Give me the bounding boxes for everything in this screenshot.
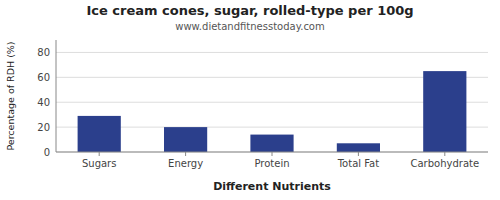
x-tick-label: Total Fat xyxy=(337,158,379,169)
bar xyxy=(423,71,466,152)
x-axis-label: Different Nutrients xyxy=(213,180,331,193)
x-tick xyxy=(272,152,273,156)
y-axis-label: Percentage of RDH (%) xyxy=(5,41,16,150)
x-tick xyxy=(444,152,445,156)
x-tick-label: Carbohydrate xyxy=(410,158,479,169)
x-tick-label: Protein xyxy=(254,158,289,169)
bars xyxy=(78,71,467,152)
subtitle: www.dietandfitnesstoday.com xyxy=(175,21,324,32)
title: Ice cream cones, sugar, rolled-type per … xyxy=(86,3,413,18)
bar xyxy=(250,135,293,152)
y-tick-label: 0 xyxy=(44,147,50,158)
x-tick-label: Sugars xyxy=(82,158,116,169)
bar xyxy=(337,143,380,152)
bar xyxy=(78,116,121,152)
y-axis-line xyxy=(56,40,57,152)
x-tick-label: Energy xyxy=(168,158,203,169)
page: {"chart_data": {"type": "bar", "title": … xyxy=(0,0,500,200)
bar xyxy=(164,127,207,152)
y-tick-label: 60 xyxy=(37,72,50,83)
grid-line xyxy=(56,52,488,53)
x-tick xyxy=(185,152,186,156)
chart-svg: Ice cream cones, sugar, rolled-type per … xyxy=(0,0,500,200)
y-tick-label: 80 xyxy=(37,47,50,58)
chart-container: Ice cream cones, sugar, rolled-type per … xyxy=(0,0,500,200)
grid xyxy=(56,52,488,152)
y-tick-label: 20 xyxy=(37,122,50,133)
x-tick xyxy=(99,152,100,156)
y-tick-label: 40 xyxy=(37,97,50,108)
x-tick xyxy=(358,152,359,156)
